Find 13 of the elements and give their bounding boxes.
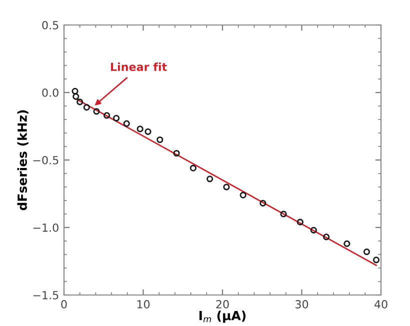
y-tick-label: 0.5 xyxy=(42,20,58,30)
y-tick-label: −1.0 xyxy=(33,223,58,232)
y-tick-label: −0.5 xyxy=(33,156,58,164)
y-axis-title: dFseries (kHz) xyxy=(17,110,28,210)
annotation: Linear fit xyxy=(110,62,167,72)
x-axis-title: I$_{m}$ (μA) xyxy=(199,310,246,323)
x-tick-label: 10 xyxy=(137,300,150,308)
x-tick-label: 0 xyxy=(61,300,67,308)
y-tick-label: −1.5 xyxy=(33,291,58,300)
x-tick-label: 30 xyxy=(296,300,308,308)
x-tick-label: 20 xyxy=(216,300,229,308)
y-tick-label: 0.0 xyxy=(42,88,58,97)
x-tick-label: 40 xyxy=(374,300,388,308)
